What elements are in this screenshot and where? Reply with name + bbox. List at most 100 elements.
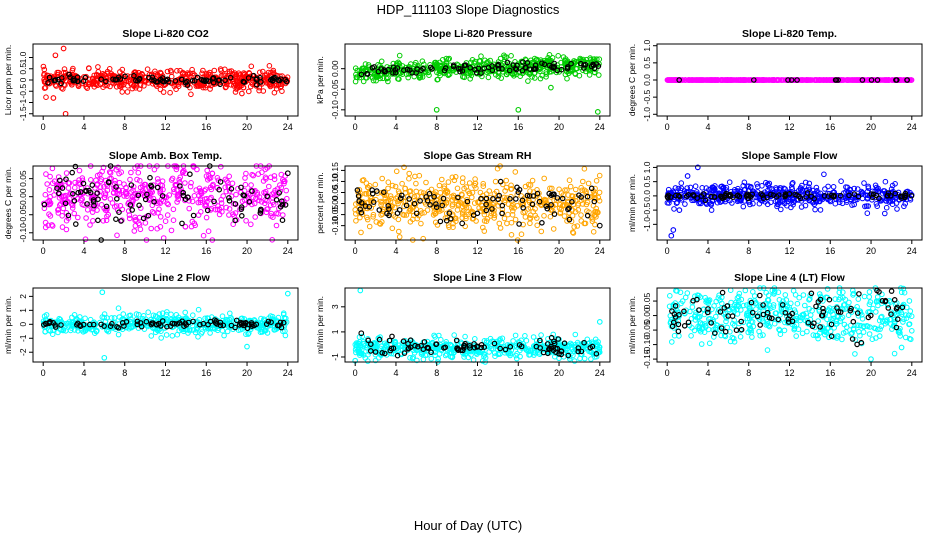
- data-point: [217, 66, 224, 72]
- x-tick-label: 12: [472, 122, 482, 132]
- data-point: [510, 338, 516, 344]
- data-point: [439, 176, 445, 183]
- data-point: [581, 166, 588, 172]
- data-point: [794, 77, 800, 83]
- data-point: [419, 58, 426, 65]
- data-point: [357, 214, 363, 221]
- data-point: [248, 221, 254, 228]
- data-point: [162, 218, 169, 224]
- data-point: [189, 198, 196, 205]
- data-point: [283, 187, 290, 194]
- data-point: [200, 77, 207, 83]
- data-point: [389, 182, 396, 189]
- data-point: [47, 194, 54, 200]
- data-point: [135, 169, 142, 176]
- data-point: [105, 211, 111, 218]
- data-point: [273, 222, 280, 229]
- data-point: [830, 184, 837, 190]
- data-point: [71, 198, 78, 204]
- data-point: [167, 89, 173, 96]
- x-tick-label: 12: [472, 246, 482, 256]
- data-point: [741, 77, 748, 83]
- data-point: [117, 203, 124, 209]
- data-point: [144, 66, 151, 72]
- data-point: [504, 59, 511, 66]
- data-point: [65, 215, 72, 221]
- data-point: [669, 77, 675, 83]
- series-all: [352, 52, 603, 115]
- data-point: [564, 75, 570, 82]
- data-point: [412, 173, 418, 180]
- y-tick-label: 0.5: [642, 57, 652, 69]
- data-point: [694, 77, 701, 83]
- data-point: [154, 176, 161, 182]
- data-point: [41, 76, 47, 83]
- data-point: [264, 193, 271, 200]
- data-point: [69, 205, 76, 211]
- x-tick-label: 16: [201, 122, 211, 132]
- data-point: [257, 79, 264, 85]
- data-point: [128, 169, 134, 176]
- data-point: [485, 74, 492, 81]
- data-point: [89, 182, 96, 188]
- data-point: [571, 224, 578, 230]
- data-point: [173, 166, 180, 173]
- y-tick-label: -0.5: [18, 84, 28, 99]
- data-point: [254, 192, 261, 198]
- x-tick-label: 8: [434, 246, 439, 256]
- panel-title: Slope Li-820 Pressure: [423, 28, 533, 40]
- x-tick-label: 0: [41, 368, 46, 378]
- data-point: [158, 335, 164, 341]
- data-point: [246, 199, 253, 205]
- y-tick-label: -2: [18, 348, 28, 356]
- data-point: [404, 66, 411, 73]
- data-point: [118, 73, 125, 79]
- data-point: [204, 167, 210, 174]
- x-tick-label: 16: [201, 368, 211, 378]
- data-point: [390, 60, 397, 67]
- data-point: [727, 77, 733, 83]
- data-point: [520, 59, 526, 65]
- data-point: [556, 186, 562, 193]
- data-point: [705, 77, 712, 83]
- data-point: [85, 81, 92, 88]
- data-point: [545, 55, 551, 61]
- data-point: [137, 226, 144, 233]
- data-point: [882, 210, 888, 217]
- data-point: [512, 332, 519, 339]
- data-point: [185, 71, 191, 78]
- y-tick-label: -0.05: [18, 205, 28, 225]
- data-point: [236, 82, 242, 88]
- data-point: [281, 178, 287, 185]
- data-point: [164, 76, 171, 83]
- data-point: [152, 71, 159, 77]
- data-point: [172, 78, 179, 84]
- data-point: [541, 213, 547, 219]
- data-point: [67, 74, 73, 81]
- data-point: [228, 186, 235, 192]
- data-point: [226, 206, 233, 212]
- y-tick-label: 0.5: [18, 63, 28, 75]
- data-point: [55, 210, 62, 216]
- data-point: [69, 169, 76, 176]
- y-tick-label: -1.5: [18, 106, 28, 121]
- x-tick-label: 16: [513, 246, 523, 256]
- data-point: [554, 67, 561, 74]
- data-point: [139, 72, 146, 78]
- data-point: [187, 171, 193, 178]
- data-point: [79, 177, 86, 184]
- data-point: [46, 187, 53, 193]
- data-point: [184, 82, 191, 88]
- data-point: [519, 67, 526, 74]
- data-point: [462, 62, 469, 68]
- data-point: [435, 76, 441, 83]
- data-point: [195, 83, 201, 89]
- data-point: [65, 212, 72, 219]
- data-point: [518, 231, 525, 237]
- data-point: [477, 189, 484, 196]
- series-highlighted: [358, 59, 602, 78]
- data-point: [255, 171, 262, 177]
- data-point: [821, 171, 827, 178]
- y-tick-label: -0.05: [330, 79, 340, 99]
